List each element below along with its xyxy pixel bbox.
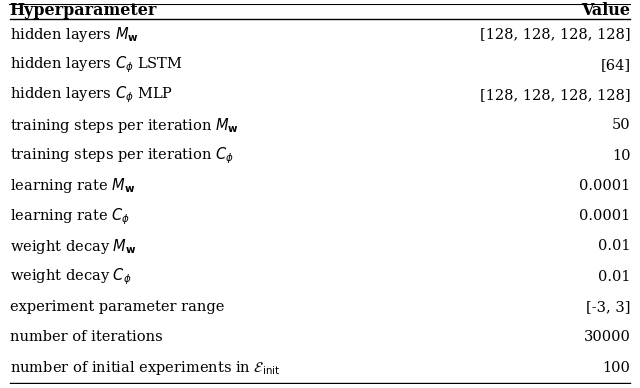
Text: hidden layers $M_{\mathbf{w}}$: hidden layers $M_{\mathbf{w}}$ xyxy=(10,25,138,44)
Text: [64]: [64] xyxy=(600,58,630,72)
Text: [-3, 3]: [-3, 3] xyxy=(586,300,630,314)
Text: 50: 50 xyxy=(612,118,630,132)
Text: number of initial experiments in $\mathcal{E}_{\mathrm{init}}$: number of initial experiments in $\mathc… xyxy=(10,359,280,377)
Text: training steps per iteration $C_{\phi}$: training steps per iteration $C_{\phi}$ xyxy=(10,146,234,166)
Text: learning rate $C_{\phi}$: learning rate $C_{\phi}$ xyxy=(10,206,130,227)
Text: training steps per iteration $M_{\mathbf{w}}$: training steps per iteration $M_{\mathbf… xyxy=(10,116,239,135)
Text: 0.01: 0.01 xyxy=(598,270,630,284)
Text: number of iterations: number of iterations xyxy=(10,330,163,344)
Text: 30000: 30000 xyxy=(584,330,630,344)
Text: weight decay $M_{\mathbf{w}}$: weight decay $M_{\mathbf{w}}$ xyxy=(10,237,136,256)
Text: [128, 128, 128, 128]: [128, 128, 128, 128] xyxy=(480,28,630,42)
Text: Value: Value xyxy=(582,2,630,19)
Text: [128, 128, 128, 128]: [128, 128, 128, 128] xyxy=(480,88,630,102)
Text: experiment parameter range: experiment parameter range xyxy=(10,300,224,314)
Text: hidden layers $C_{\phi}$ MLP: hidden layers $C_{\phi}$ MLP xyxy=(10,85,173,106)
Text: 0.0001: 0.0001 xyxy=(579,209,630,223)
Text: 0.0001: 0.0001 xyxy=(579,179,630,193)
Text: hidden layers $C_{\phi}$ LSTM: hidden layers $C_{\phi}$ LSTM xyxy=(10,55,182,75)
Text: 100: 100 xyxy=(603,360,630,374)
Text: 10: 10 xyxy=(612,149,630,163)
Text: learning rate $M_{\mathbf{w}}$: learning rate $M_{\mathbf{w}}$ xyxy=(10,177,135,196)
Text: 0.01: 0.01 xyxy=(598,239,630,253)
Text: weight decay $C_{\phi}$: weight decay $C_{\phi}$ xyxy=(10,267,131,287)
Text: Hyperparameter: Hyperparameter xyxy=(10,2,157,19)
